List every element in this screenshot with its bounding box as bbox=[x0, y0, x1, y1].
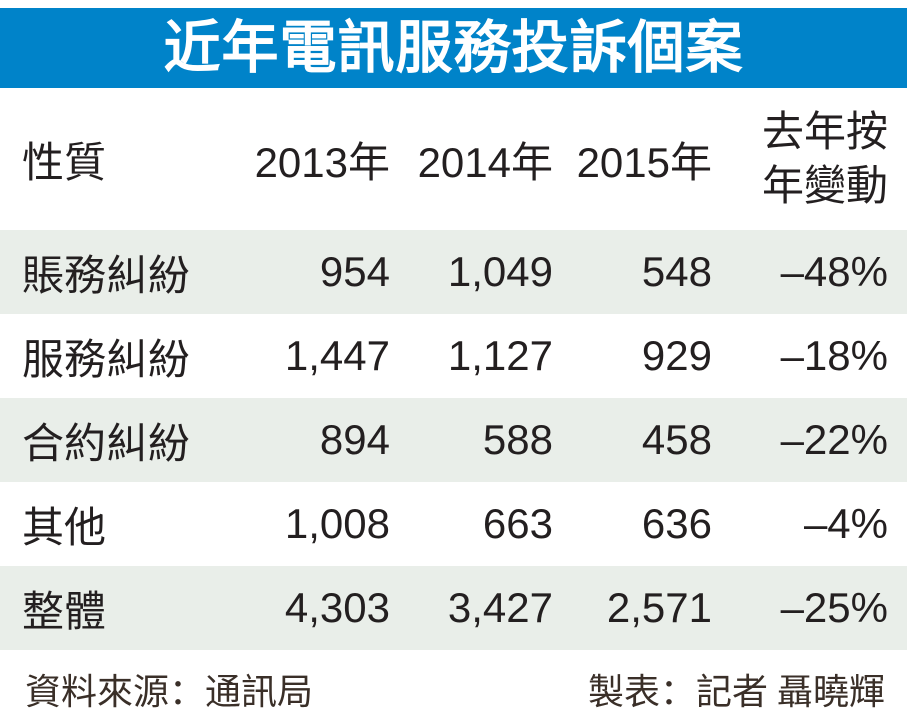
value-change: –25% bbox=[780, 584, 888, 631]
value-2015: 636 bbox=[641, 500, 712, 547]
value-2014: 663 bbox=[482, 500, 553, 547]
value-change: –22% bbox=[780, 416, 888, 463]
value-2014: 1,127 bbox=[447, 332, 553, 379]
value-2015: 458 bbox=[641, 416, 712, 463]
column-header-change: 去年按 年變動 bbox=[712, 88, 907, 230]
title-bar: 近年電訊服務投訴個案 bbox=[0, 8, 907, 88]
value-2015: 548 bbox=[641, 248, 712, 295]
table-row-contract-disputes: 合約糾紛 894 588 458 –22% bbox=[0, 398, 907, 482]
complaints-table: 性質 2013年 2014年 2015年 去年按 年變動 賬務糾紛 954 1,… bbox=[0, 88, 907, 650]
table-row-service-disputes: 服務糾紛 1,447 1,127 929 –18% bbox=[0, 314, 907, 398]
column-header-nature: 性質 bbox=[22, 138, 107, 186]
value-2014: 3,427 bbox=[447, 584, 553, 631]
source-note: 資料來源：通訊局 bbox=[25, 672, 314, 712]
footer: 資料來源：通訊局 製表：記者 聶曉輝 bbox=[0, 650, 907, 722]
value-change: –48% bbox=[780, 248, 888, 295]
table-row-others: 其他 1,008 663 636 –4% bbox=[0, 482, 907, 566]
column-header-change-line2: 年變動 bbox=[761, 162, 888, 209]
column-header-2014: 2014年 bbox=[417, 138, 553, 186]
value-change: –18% bbox=[780, 332, 888, 379]
table-row-billing-disputes: 賬務糾紛 954 1,049 548 –48% bbox=[0, 230, 907, 314]
row-label: 合約糾紛 bbox=[22, 419, 191, 467]
value-2015: 929 bbox=[641, 332, 712, 379]
row-label: 服務糾紛 bbox=[22, 335, 191, 383]
value-2014: 1,049 bbox=[447, 248, 553, 295]
column-header-2015: 2015年 bbox=[576, 138, 712, 186]
value-2013: 1,008 bbox=[284, 500, 390, 547]
value-change: –4% bbox=[803, 500, 888, 547]
value-2013: 4,303 bbox=[284, 584, 390, 631]
value-2014: 588 bbox=[482, 416, 553, 463]
row-label: 其他 bbox=[22, 503, 107, 551]
page-title: 近年電訊服務投訴個案 bbox=[163, 15, 744, 80]
value-2015: 2,571 bbox=[606, 584, 712, 631]
row-label: 賬務糾紛 bbox=[22, 251, 191, 299]
column-header-2013: 2013年 bbox=[254, 138, 390, 186]
value-2013: 1,447 bbox=[284, 332, 390, 379]
column-header-change-line1: 去年按 bbox=[761, 108, 888, 156]
value-2013: 894 bbox=[319, 416, 390, 463]
row-label: 整體 bbox=[22, 587, 107, 635]
table-header-row: 性質 2013年 2014年 2015年 去年按 年變動 bbox=[0, 88, 907, 230]
table-row-overall: 整體 4,303 3,427 2,571 –25% bbox=[0, 566, 907, 650]
credit-note: 製表：記者 聶曉輝 bbox=[587, 672, 885, 712]
value-2013: 954 bbox=[319, 248, 390, 295]
